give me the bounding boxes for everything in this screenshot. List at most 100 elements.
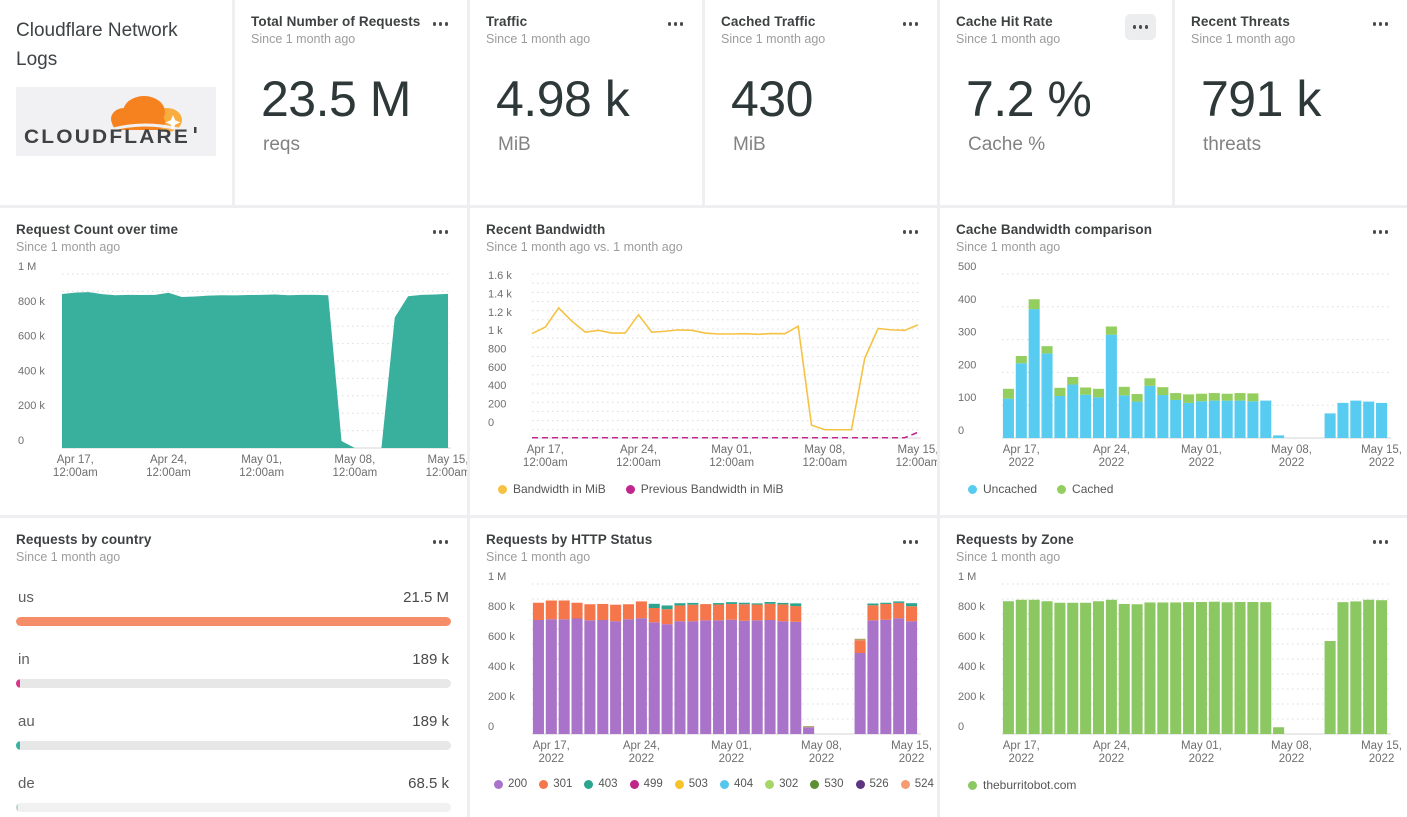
legend-item: 530 (810, 778, 844, 790)
legend: 200 301 403 499 503 404 302 530 526 524 (494, 778, 934, 790)
svg-text:May 08,2022: May 08, 2022 (801, 740, 842, 765)
panel-menu-button[interactable] (1370, 222, 1392, 242)
legend-dot (855, 779, 865, 789)
legend: Bandwidth in MiB Previous Bandwidth in Mi… (498, 482, 921, 496)
panel-subtitle: Since 1 month ago vs. 1 month ago (486, 240, 683, 254)
legend-item: 499 (629, 778, 663, 790)
panel-subtitle: Since 1 month ago (956, 240, 1061, 254)
svg-text:May 15,2022: May 15, 2022 (891, 740, 932, 765)
svg-text:1.2 k: 1.2 k (488, 307, 512, 319)
country-bars: us 21.5 M in 189 k au 189 k de 68.5 k (16, 589, 451, 812)
svg-text:200 k: 200 k (958, 691, 985, 703)
cloudflare-logo: CLOUDFLARE (16, 86, 216, 156)
panel-menu-button[interactable] (665, 14, 687, 34)
panel-menu-button[interactable] (430, 222, 452, 242)
zone-bar-chart[interactable]: 0 200 k 400 k 600 k 800 k 1 M Apr 17, 2022 Apr 2… (956, 570, 1402, 768)
legend-item: 404 (719, 778, 753, 790)
legend-item: 403 (584, 778, 618, 790)
legend-item: 526 (855, 778, 889, 790)
svg-text:Apr 17,12:00am: Apr 17, 12:00am (53, 454, 98, 479)
legend-label: 301 (553, 778, 573, 790)
svg-text:Apr 17,2022: Apr 17, 2022 (1003, 740, 1040, 765)
chart-cache-bandwidth: Cache Bandwidth comparison Since 1 month… (940, 208, 1407, 515)
legend-label: Uncached (983, 482, 1038, 496)
country-row: in 189 k (16, 651, 451, 688)
kpi-unit: threats (1203, 134, 1262, 155)
legend-label: 524 (914, 778, 934, 790)
kpi-cache-hit-rate: Cache Hit Rate Since 1 month ago 7.2 % C… (940, 0, 1172, 205)
chart-requests-by-zone: Requests by Zone Since 1 month ago 0 200 … (940, 518, 1407, 817)
svg-text:Apr 17,2022: Apr 17, 2022 (533, 740, 570, 765)
legend-dot (968, 780, 977, 790)
cache-bandwidth-bar-chart[interactable]: 0 100 200 300 400 500 Apr 17, 2022 Apr 24, 2022 Ma… (956, 260, 1402, 472)
svg-text:200 k: 200 k (18, 400, 45, 412)
panel-title: Cached Traffic (721, 14, 816, 29)
panel-menu-button[interactable] (1370, 14, 1392, 34)
kpi-cached-traffic: Cached Traffic Since 1 month ago 430 MiB (705, 0, 937, 205)
chart-recent-bandwidth: Recent Bandwidth Since 1 month ago vs. 1… (470, 208, 937, 515)
http-status-bar-chart[interactable]: 0 200 k 400 k 600 k 800 k 1 M Apr 17, 2022 Apr 2… (486, 570, 932, 768)
legend-label: 499 (643, 778, 663, 790)
svg-text:0: 0 (958, 721, 964, 733)
svg-text:800 k: 800 k (958, 601, 985, 613)
country-bar-track (16, 741, 451, 750)
legend-dot (719, 779, 729, 789)
svg-text:600: 600 (488, 362, 506, 374)
kpi-unit: Cache % (968, 134, 1046, 155)
kpi-unit: MiB (733, 134, 766, 155)
cloudflare-cloud-icon (111, 95, 182, 132)
panel-menu-button[interactable] (1370, 532, 1392, 552)
country-bar (16, 617, 451, 626)
legend-label: 503 (688, 778, 708, 790)
kpi-value: 430 (731, 71, 813, 127)
legend-label: Previous Bandwidth in MiB (640, 482, 784, 496)
trademark-tick (194, 126, 197, 133)
chart-request-count: Request Count over time Since 1 month ag… (0, 208, 467, 515)
svg-text:Apr 24,2022: Apr 24, 2022 (623, 740, 660, 765)
legend-item: Cached (1057, 482, 1113, 496)
legend-label: 302 (779, 778, 799, 790)
request-count-area-chart[interactable]: 0 200 k 400 k 600 k 800 k 1 M Apr 17, 12:00am Ap… (16, 260, 467, 482)
legend-dot (539, 779, 549, 789)
panel-title: Request Count over time (16, 222, 179, 237)
legend-item: 524 (900, 778, 934, 790)
country-label: in (18, 651, 30, 668)
legend-label: theburritobot.com (983, 778, 1077, 792)
kpi-recent-threats: Recent Threats Since 1 month ago 791 k t… (1175, 0, 1407, 205)
panel-subtitle: Since 1 month ago (16, 240, 121, 254)
panel-menu-button[interactable] (430, 532, 452, 552)
legend-item: 301 (539, 778, 572, 790)
svg-text:400 k: 400 k (488, 661, 515, 673)
panel-menu-button[interactable] (900, 532, 922, 552)
svg-text:May 01,2022: May 01, 2022 (1181, 444, 1222, 469)
svg-text:0: 0 (18, 435, 24, 447)
cloudflare-logo-image: CLOUDFLARE (24, 95, 197, 148)
svg-text:1.4 k: 1.4 k (488, 288, 512, 300)
svg-text:400 k: 400 k (958, 661, 985, 673)
country-bar-track (16, 679, 451, 688)
logo-panel: Cloudflare Network Logs CLOUDFLARE (0, 0, 232, 205)
legend-dot (498, 484, 507, 494)
svg-text:0: 0 (958, 425, 964, 437)
panel-subtitle: Since 1 month ago (956, 32, 1061, 46)
panel-menu-button[interactable] (1124, 14, 1156, 40)
svg-text:200: 200 (958, 359, 976, 371)
svg-text:400 k: 400 k (18, 365, 45, 377)
panel-menu-button[interactable] (900, 222, 922, 242)
svg-text:500: 500 (958, 261, 976, 273)
legend-dot (674, 779, 684, 789)
svg-text:May 01,2022: May 01, 2022 (1181, 740, 1222, 765)
kpi-traffic: Traffic Since 1 month ago 4.98 k MiB (470, 0, 702, 205)
panel-subtitle: Since 1 month ago (1191, 32, 1296, 46)
cloudflare-wordmark: CLOUDFLARE (24, 127, 190, 147)
recent-bandwidth-line-chart[interactable]: 0 200 400 600 800 1 k 1.2 k 1.4 k 1.6 k Apr 17, 12… (486, 260, 937, 472)
svg-text:600 k: 600 k (488, 631, 515, 643)
panel-title: Cache Hit Rate (956, 14, 1053, 29)
svg-text:200: 200 (488, 398, 506, 410)
panel-menu-button[interactable] (900, 14, 922, 34)
panel-menu-button[interactable] (430, 14, 452, 34)
svg-text:600 k: 600 k (18, 331, 45, 343)
kpi-value: 791 k (1201, 71, 1321, 127)
legend-dot (494, 779, 503, 789)
panel-subtitle: Since 1 month ago (486, 550, 591, 564)
